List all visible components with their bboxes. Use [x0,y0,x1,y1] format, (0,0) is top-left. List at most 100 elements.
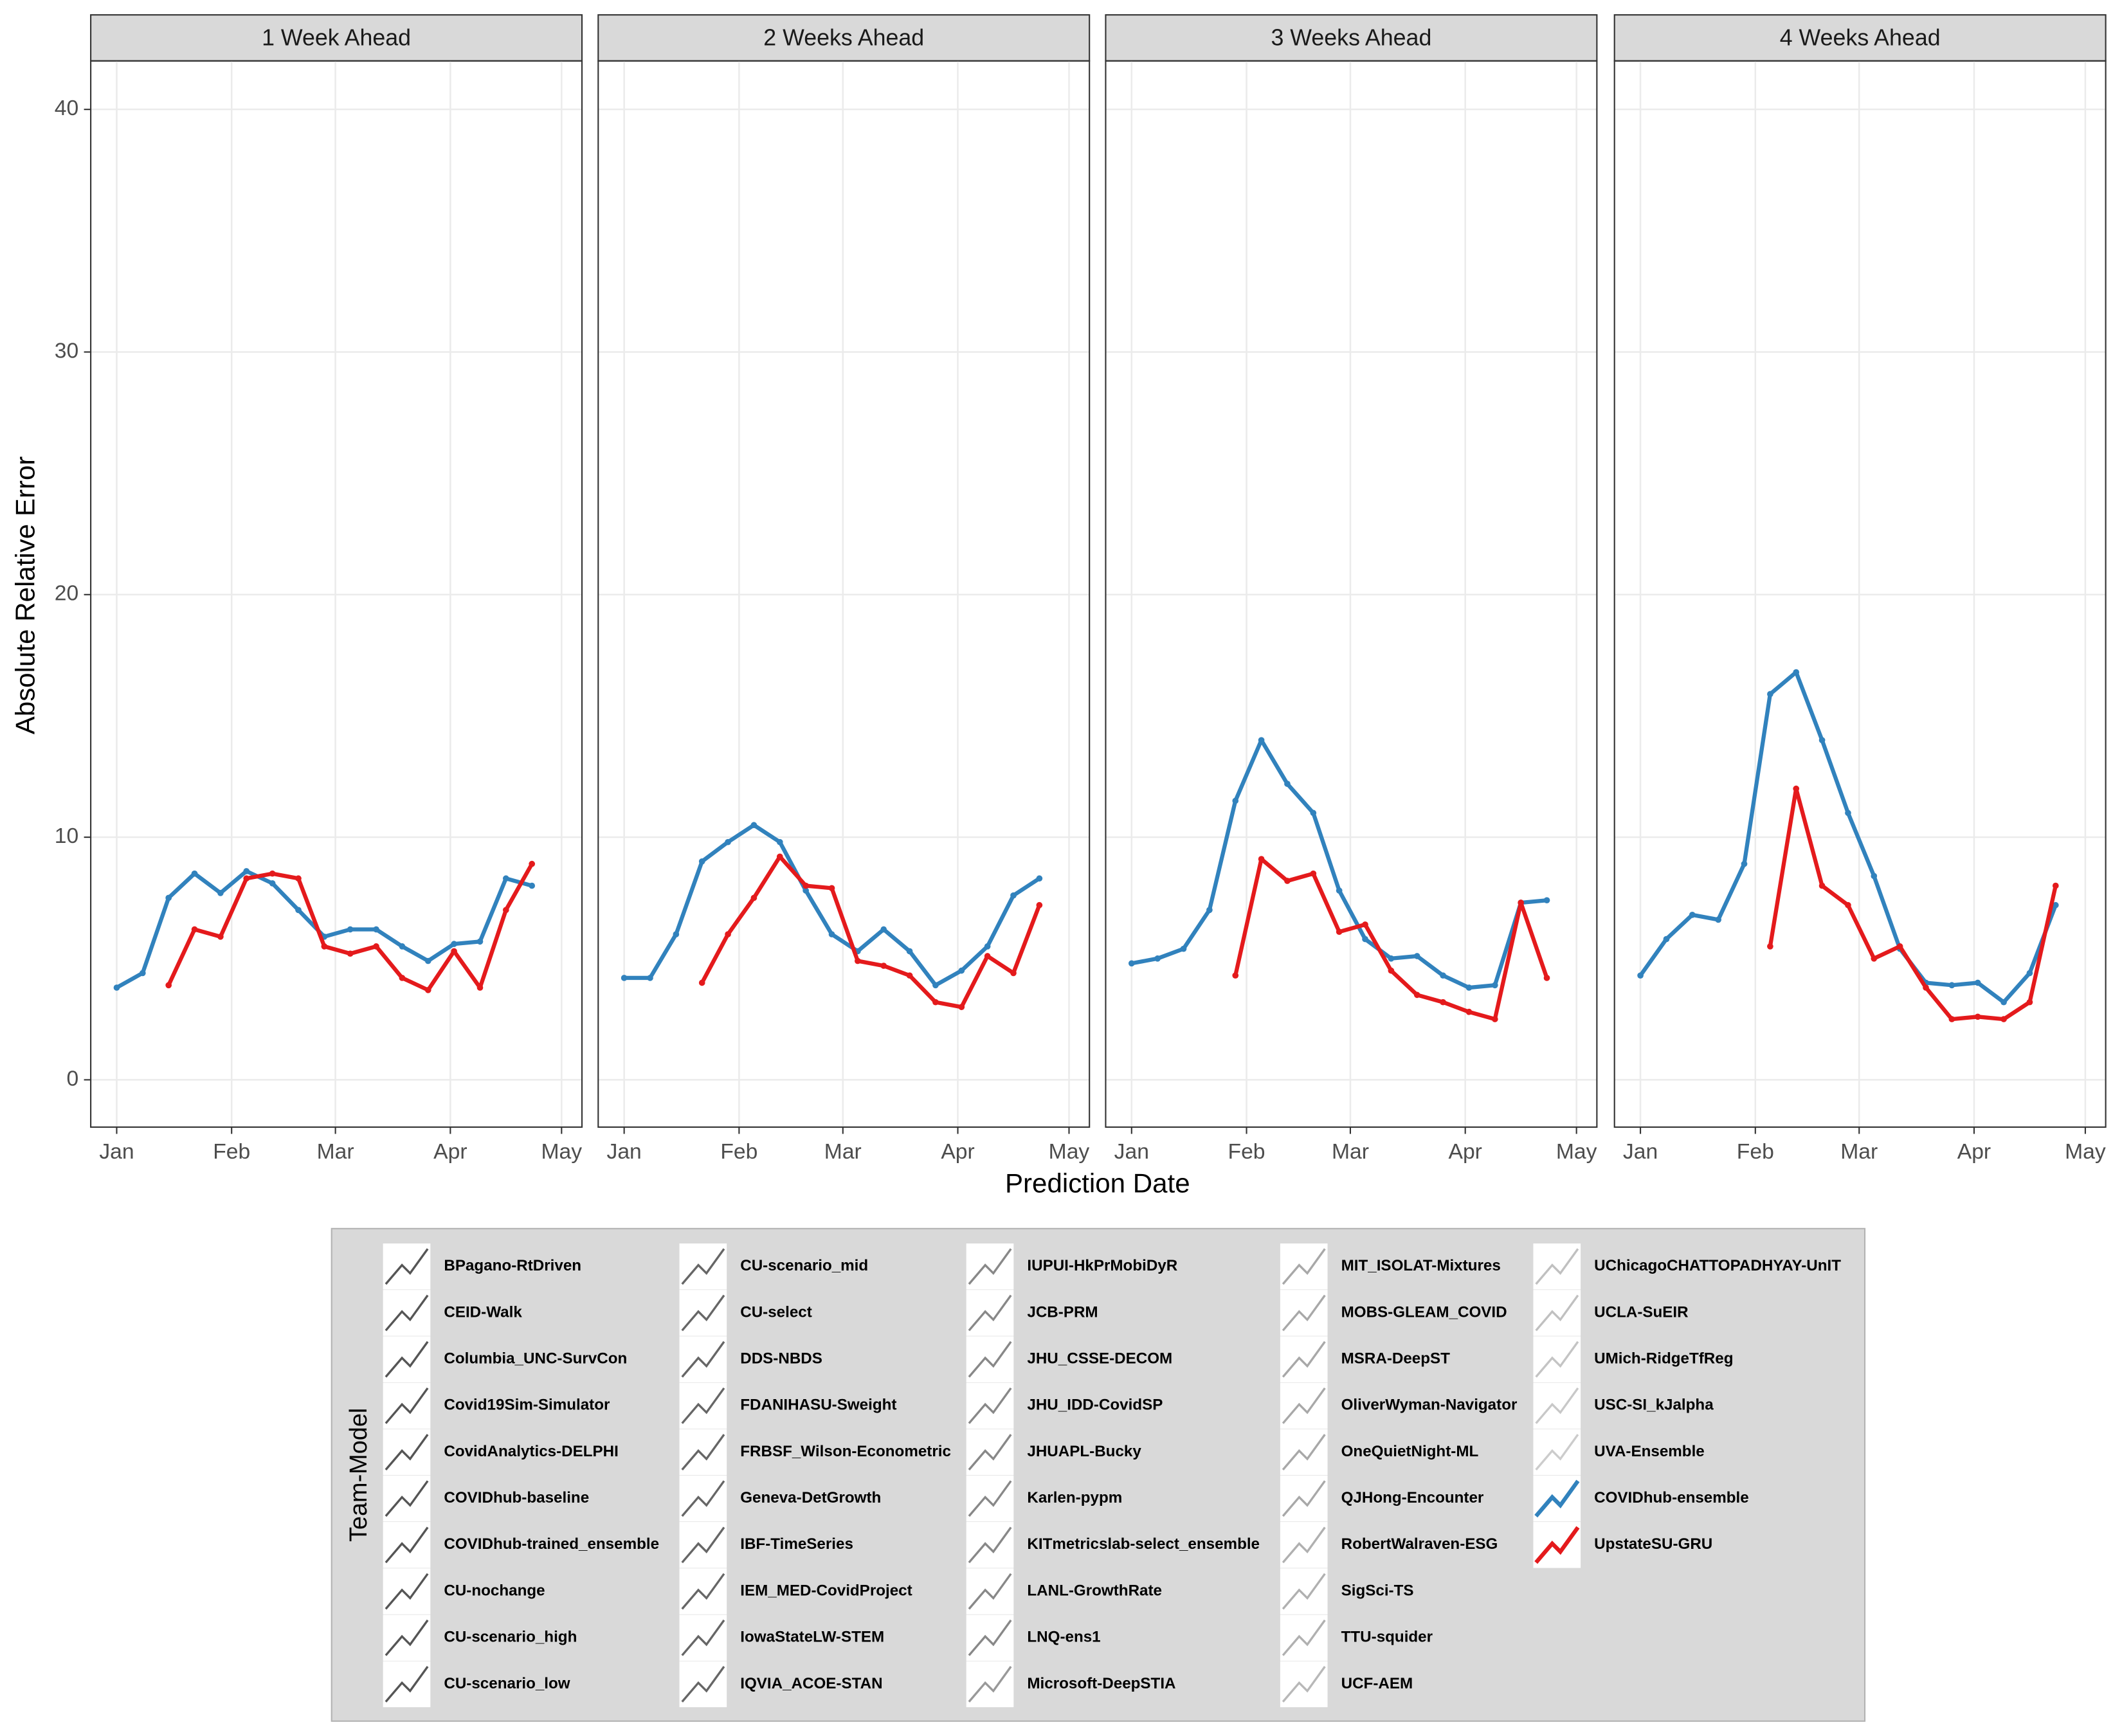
series-point [1258,856,1265,862]
legend-key [679,1614,727,1661]
x-tick-label: Apr [941,1140,974,1164]
series-point [2052,901,2059,909]
legend-label: COVIDhub-ensemble [1594,1489,1749,1506]
series-point [1974,979,1981,986]
series-point [529,882,536,889]
series-point [451,948,457,955]
y-axis-title: Absolute Relative Error [10,457,40,735]
legend-key [679,1336,727,1382]
legend-key [1533,1522,1581,1568]
legend-swatch [681,1619,725,1656]
x-tick-label: May [1049,1140,1090,1164]
legend-label: UMich-RidgeTfReg [1594,1350,1733,1368]
legend-key [966,1429,1014,1476]
legend-swatch [385,1387,429,1424]
legend-label: UCF-AEM [1341,1675,1413,1692]
series-point [451,941,457,947]
legend-label: CU-scenario_mid [740,1257,868,1274]
legend-key [1533,1382,1581,1429]
legend-swatch [1282,1526,1326,1564]
series-point [958,1004,965,1011]
series-point [2026,999,2033,1006]
legend-label: USC-SI_kJalpha [1594,1397,1714,1414]
legend-swatch [681,1573,725,1610]
legend-key [966,1336,1014,1382]
legend-key [383,1429,431,1476]
legend-key [383,1522,431,1568]
legend-key [1533,1336,1581,1382]
series-point [502,907,509,914]
series-point [424,957,431,964]
legend-label: IEM_MED-CovidProject [740,1582,912,1599]
legend-swatch [1535,1387,1579,1424]
legend-label: IBF-TimeSeries [740,1535,853,1553]
series-point [1741,860,1748,867]
series-point [1180,945,1187,952]
series-point [1388,967,1395,974]
legend-key [679,1568,727,1614]
series-point [1440,999,1446,1006]
series-point [1362,936,1368,943]
series-point [1310,809,1317,817]
panel-title: 1 Week Ahead [262,24,411,50]
panel-title: 4 Weeks Ahead [1780,24,1941,50]
series-point [191,870,198,877]
series-point [1258,737,1265,744]
legend-swatch [1535,1248,1579,1285]
legend-label: Columbia_UNC-SurvCon [444,1350,627,1368]
series-point [1036,875,1043,882]
series-point [1128,960,1135,967]
legend-label: UpstateSU-GRU [1594,1535,1712,1553]
series-point [1923,984,1929,991]
legend-key [1280,1475,1328,1522]
series-point [1845,809,1851,817]
series-point [399,943,406,950]
legend-swatch [681,1341,725,1378]
legend-swatch [1535,1434,1579,1470]
series-point [399,975,406,981]
legend-label: IUPUI-HkPrMobiDyR [1027,1257,1177,1274]
legend-swatch [968,1666,1012,1703]
legend-key [1280,1568,1328,1614]
legend-swatch [385,1434,429,1470]
series-point [2000,1016,2007,1022]
x-tick-label: Apr [433,1140,467,1164]
series-point [1232,797,1239,804]
series-point [139,970,146,977]
legend-key [679,1475,727,1522]
strip [90,14,583,62]
legend-key [679,1522,727,1568]
legend-swatch [1535,1341,1579,1378]
legend-label: CEID-Walk [444,1303,522,1321]
x-tick-label: May [1556,1140,1597,1164]
legend-swatch [968,1294,1012,1332]
legend-label: Karlen-pypm [1027,1489,1122,1506]
legend-swatch [385,1294,429,1332]
series-point [1010,970,1017,977]
legend-key [383,1290,431,1336]
series-point [1232,972,1239,979]
y-tick-label: 40 [55,96,78,120]
legend-key [966,1568,1014,1614]
series-point [698,979,705,986]
series-point [1871,873,1878,880]
series-point [1413,953,1420,959]
legend-label: CU-scenario_high [444,1629,577,1646]
legend-key [1533,1243,1581,1290]
legend-label: DDS-NBDS [740,1350,822,1368]
x-tick-label: Apr [1957,1140,1991,1164]
plot-area [621,822,1043,1011]
legend-label: JHUAPL-Bucky [1027,1443,1141,1460]
y-tick-label: 30 [55,339,78,363]
legend-swatch [1282,1248,1326,1285]
legend-swatch [385,1248,429,1285]
legend-label: UVA-Ensemble [1594,1443,1705,1460]
series-point [1637,972,1644,979]
panel-title: 3 Weeks Ahead [1271,24,1431,50]
legend-key [1280,1382,1328,1429]
series-point [1767,943,1773,950]
legend-swatch [968,1526,1012,1564]
legend-swatch [681,1666,725,1703]
legend-swatch [1282,1294,1326,1332]
series-point [776,838,783,845]
